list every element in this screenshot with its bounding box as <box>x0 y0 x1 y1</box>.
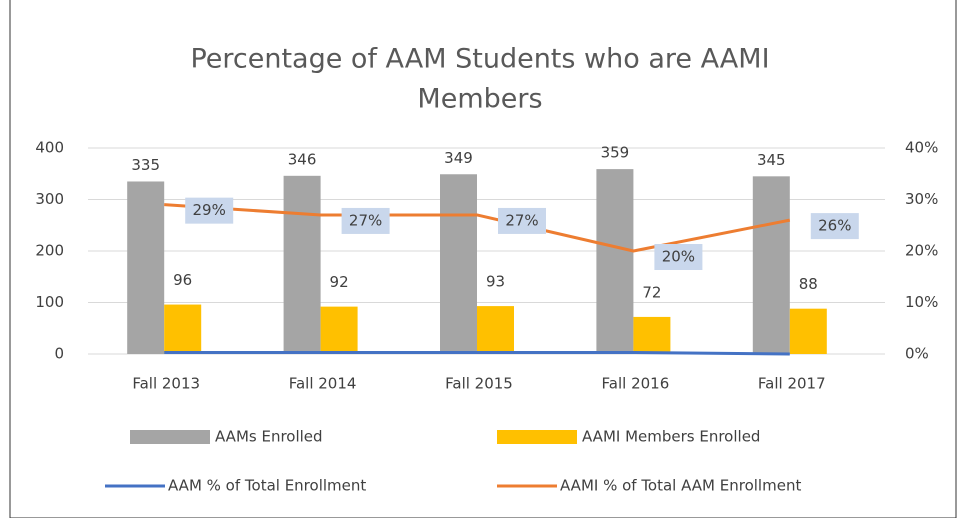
bar <box>164 304 202 354</box>
x-tick-label: Fall 2014 <box>289 375 357 393</box>
bar <box>283 175 321 354</box>
data-label: 26% <box>818 217 851 235</box>
y2-tick-label: 30% <box>905 190 938 208</box>
chart-title: Members <box>417 84 542 115</box>
y2-tick-label: 40% <box>905 139 938 157</box>
legend-swatch <box>497 430 577 444</box>
bar <box>440 174 477 354</box>
line <box>164 350 790 356</box>
y-tick-label: 100 <box>35 293 64 311</box>
y2-tick-label: 10% <box>905 293 938 311</box>
data-label: 72 <box>642 283 661 301</box>
data-label-box <box>341 207 390 234</box>
bar <box>477 306 514 354</box>
data-label: 346 <box>288 150 317 168</box>
data-label: 88 <box>799 275 818 293</box>
y2-tick-label: 20% <box>905 242 938 260</box>
legend-swatch <box>130 430 210 444</box>
data-label: 93 <box>486 273 505 291</box>
data-label: 20% <box>662 248 695 266</box>
x-tick-label: Fall 2015 <box>445 375 513 393</box>
x-tick-label: Fall 2016 <box>602 375 670 393</box>
chart-title: Percentage of AAM Students who are AAMI <box>190 44 769 75</box>
x-tick-label: Fall 2017 <box>758 375 826 393</box>
bar <box>633 316 671 354</box>
legend-label: AAM % of Total Enrollment <box>168 477 366 495</box>
data-label: 29% <box>193 201 226 219</box>
data-label: 359 <box>601 144 630 162</box>
y-tick-label: 300 <box>35 190 64 208</box>
data-label-box <box>654 244 703 270</box>
y-tick-label: 200 <box>35 242 64 260</box>
data-label: 345 <box>757 151 786 169</box>
chart-border <box>9 0 957 518</box>
bar <box>127 181 165 354</box>
bar <box>752 176 790 354</box>
x-tick-label: Fall 2013 <box>132 375 200 393</box>
legend-label: AAMI % of Total AAM Enrollment <box>560 477 801 495</box>
data-label: 27% <box>349 211 382 229</box>
data-label: 92 <box>330 273 349 291</box>
data-label: 349 <box>444 149 473 167</box>
y-tick-label: 400 <box>35 139 64 157</box>
data-label-box <box>185 197 234 224</box>
y-tick-label: 0 <box>54 345 64 363</box>
bar <box>596 169 634 354</box>
data-label-box <box>810 213 859 240</box>
data-label-box <box>498 207 546 234</box>
bar <box>320 306 358 354</box>
legend-label: AAMs Enrolled <box>215 428 323 446</box>
data-label: 335 <box>131 156 160 174</box>
line <box>164 203 791 253</box>
bar <box>789 308 827 354</box>
data-label: 27% <box>505 211 538 229</box>
data-label: 96 <box>173 271 192 289</box>
legend-label: AAMI Members Enrolled <box>582 428 760 446</box>
y2-tick-label: 0% <box>905 345 929 363</box>
